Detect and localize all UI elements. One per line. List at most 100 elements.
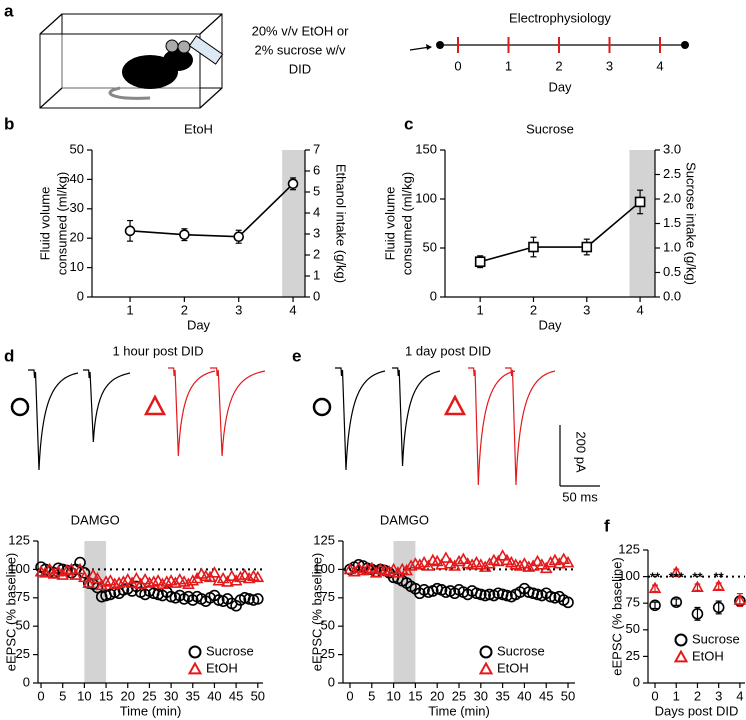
panel-label: b xyxy=(4,114,14,133)
panel-label: e xyxy=(292,346,301,365)
marker xyxy=(501,589,513,602)
timeline-day: 0 xyxy=(454,58,461,73)
x-tick-label: 40 xyxy=(517,688,531,703)
marker xyxy=(413,558,427,570)
x-tick-label: 50 xyxy=(251,688,265,703)
y-tick-label: 75 xyxy=(16,589,30,604)
x-tick-label: 40 xyxy=(207,688,221,703)
marker xyxy=(186,574,200,586)
marker xyxy=(561,555,575,568)
timeline-day: 1 xyxy=(505,58,512,73)
x-axis-label: Days post DID xyxy=(655,703,739,718)
y2-axis-label: Sucrose intake (g/kg) xyxy=(684,162,699,285)
y2-tick-label: 0 xyxy=(313,288,320,303)
marker xyxy=(247,594,260,606)
marker xyxy=(669,565,683,578)
marker xyxy=(361,562,374,575)
marker xyxy=(733,593,746,605)
error-bar xyxy=(652,601,659,610)
y-tick-label: 75 xyxy=(321,589,335,604)
trace xyxy=(335,367,386,471)
trace xyxy=(468,367,516,486)
marker xyxy=(528,241,539,253)
annotation: ** xyxy=(692,569,703,584)
x-tick-label: 0 xyxy=(651,688,658,703)
marker xyxy=(496,549,509,561)
marker xyxy=(99,575,113,587)
symbol xyxy=(10,397,30,417)
y-axis-label: eEPSC (% baseline) xyxy=(309,553,324,672)
shade xyxy=(282,150,305,297)
marker xyxy=(479,589,491,602)
y2-tick-label: 1.0 xyxy=(663,239,681,254)
marker xyxy=(439,551,453,563)
y-axis-label: Fluid volume xyxy=(37,187,52,261)
traces xyxy=(28,367,556,486)
y-tick-label: 50 xyxy=(626,621,640,636)
scale-label: 50 ms xyxy=(562,489,598,504)
legend-label: Sucrose xyxy=(206,643,254,658)
marker xyxy=(60,563,74,576)
x-tick-label: 15 xyxy=(99,688,113,703)
panel-label: a xyxy=(4,1,14,20)
trace xyxy=(210,367,266,457)
marker xyxy=(562,596,574,609)
marker xyxy=(670,596,683,608)
scale-label: 200 pA xyxy=(574,431,589,473)
marker xyxy=(95,578,109,591)
y-tick-label: 40 xyxy=(70,171,84,186)
y-tick-label: 20 xyxy=(70,230,84,245)
y2-tick-label: 1 xyxy=(313,267,320,282)
y2-tick-label: 2.5 xyxy=(663,166,681,181)
marker xyxy=(39,566,52,578)
condition-text: DID xyxy=(289,61,311,76)
marker xyxy=(91,571,104,584)
legend-marker xyxy=(188,645,202,659)
x-tick-label: 30 xyxy=(164,688,178,703)
x-tick-label: 10 xyxy=(386,688,400,703)
y-tick-label: 0 xyxy=(430,288,437,303)
x-axis-label: Time (min) xyxy=(120,703,182,718)
marker xyxy=(251,570,265,583)
arrow-head xyxy=(426,44,432,50)
marker xyxy=(712,601,725,614)
y-tick-label: 100 xyxy=(618,568,640,583)
y-tick-label: 50 xyxy=(70,141,84,156)
legend-label: EtOH xyxy=(497,660,529,675)
marker xyxy=(43,562,57,575)
x-tick-label: 2 xyxy=(530,302,537,317)
marker xyxy=(130,571,143,584)
x-tick-label: 1 xyxy=(126,302,133,317)
marker xyxy=(465,558,479,570)
panel-label: c xyxy=(404,114,413,133)
marker xyxy=(440,586,452,598)
marker xyxy=(124,225,136,237)
timeline-day: 2 xyxy=(555,58,562,73)
y-axis-label: eEPSC (% baseline) xyxy=(609,557,624,676)
marker xyxy=(287,178,299,190)
y2-tick-label: 2 xyxy=(313,246,320,261)
marker xyxy=(475,588,487,601)
marker xyxy=(225,569,239,582)
timeline-days: 0 1 2 3 4 xyxy=(454,37,664,73)
marker xyxy=(581,241,593,253)
bottle xyxy=(188,35,224,65)
legend-marker xyxy=(187,661,203,675)
marker xyxy=(430,554,444,567)
trace xyxy=(83,369,131,443)
marker xyxy=(112,576,126,588)
y-axis-label: consumed (ml/kg) xyxy=(399,172,414,275)
marker xyxy=(78,570,91,583)
marker xyxy=(117,575,130,587)
chart-title: EtoH xyxy=(184,121,213,136)
y-tick-label: 25 xyxy=(16,646,30,661)
x-tick-label: 15 xyxy=(408,688,422,703)
y2-axis-label: Ethanol intake (g/kg) xyxy=(334,164,349,283)
marker xyxy=(69,568,83,580)
marker xyxy=(233,231,245,243)
marker xyxy=(457,552,470,564)
marker xyxy=(365,561,379,574)
y-tick-label: 0 xyxy=(77,288,84,303)
condition-text: 20% v/v EtOH or xyxy=(252,23,349,38)
marker xyxy=(65,562,78,575)
